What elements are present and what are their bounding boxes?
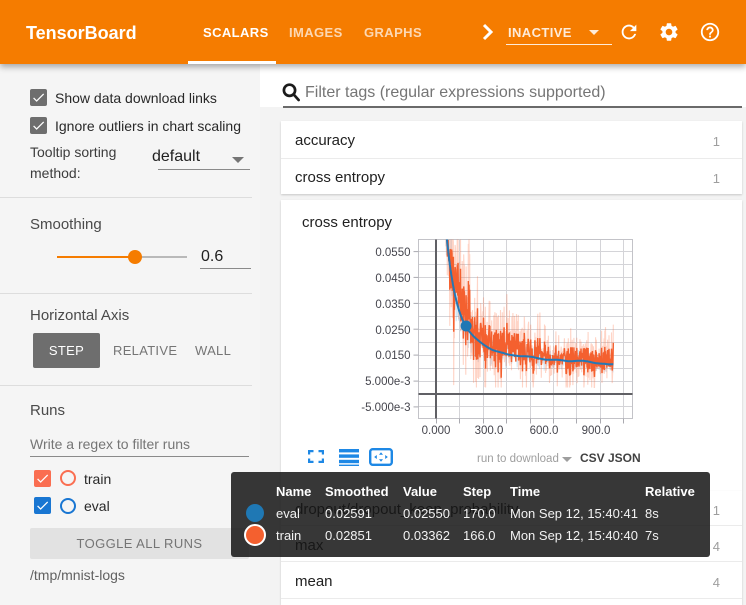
svg-text:600.0: 600.0 xyxy=(530,425,559,437)
svg-text:0.0550: 0.0550 xyxy=(375,247,410,259)
svg-text:0.0250: 0.0250 xyxy=(375,325,410,337)
svg-text:0.0350: 0.0350 xyxy=(375,299,410,311)
svg-text:0.0450: 0.0450 xyxy=(375,273,410,285)
svg-text:0.0150: 0.0150 xyxy=(375,350,410,362)
svg-text:-5.000e-3: -5.000e-3 xyxy=(361,402,410,414)
svg-text:5.000e-3: 5.000e-3 xyxy=(365,376,410,388)
svg-text:0.000: 0.000 xyxy=(422,425,451,437)
svg-text:300.0: 300.0 xyxy=(475,425,504,437)
svg-text:900.0: 900.0 xyxy=(582,425,611,437)
